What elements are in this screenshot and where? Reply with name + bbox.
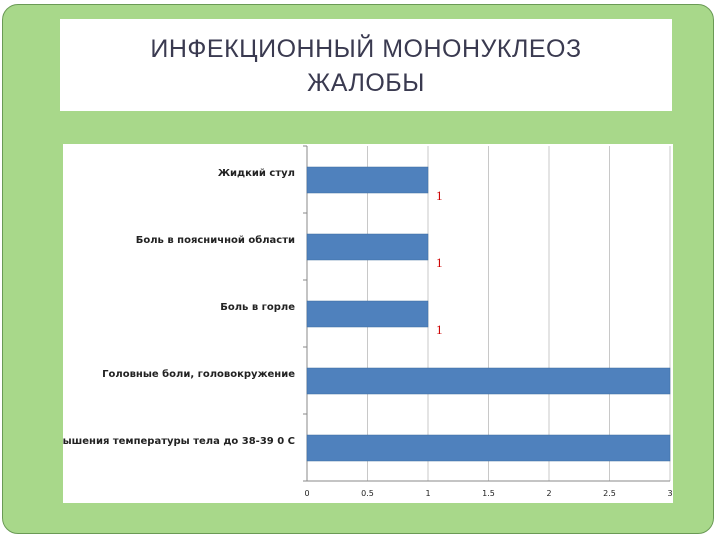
bar-chart: Жидкий стул 1 Боль в поясничной области 1 Бо… bbox=[63, 145, 673, 498]
data-label: 1 bbox=[436, 188, 443, 203]
x-tick-label: 1.5 bbox=[482, 489, 495, 498]
slide-title-line2: ЖАЛОБЫ bbox=[307, 69, 425, 97]
slide-frame: ИНФЕКЦИОННЫЙ МОНОНУКЛЕОЗ ЖАЛОБЫ Жидкий с… bbox=[2, 4, 714, 534]
x-tick-label: 1 bbox=[425, 489, 430, 498]
category-label: Жидкий стул bbox=[218, 168, 295, 179]
category-label: Боль в горле bbox=[220, 302, 295, 313]
chart-area: Жидкий стул 1 Боль в поясничной области 1 Бо… bbox=[63, 144, 673, 503]
x-tick-label: 2.5 bbox=[603, 489, 616, 498]
x-tick-label: 3 bbox=[667, 489, 672, 498]
category-label: Повышения температуры тела до 38-39 0 С bbox=[63, 436, 295, 447]
bar bbox=[306, 434, 671, 462]
x-tick-label: 2 bbox=[546, 489, 551, 498]
bar bbox=[306, 367, 671, 395]
bar bbox=[306, 300, 429, 328]
slide-title-line1: ИНФЕКЦИОННЫЙ МОНОНУКЛЕОЗ bbox=[150, 35, 582, 63]
title-box: ИНФЕКЦИОННЫЙ МОНОНУКЛЕОЗ ЖАЛОБЫ bbox=[60, 19, 672, 111]
bar bbox=[306, 166, 429, 194]
category-label: Головные боли, головокружение bbox=[102, 368, 295, 380]
x-tick-label: 0.5 bbox=[361, 489, 374, 498]
bar bbox=[306, 233, 429, 261]
data-label: 1 bbox=[436, 255, 443, 270]
data-label: 1 bbox=[436, 322, 443, 337]
x-tick-label: 0 bbox=[304, 489, 309, 498]
category-label: Боль в поясничной области bbox=[136, 234, 295, 246]
